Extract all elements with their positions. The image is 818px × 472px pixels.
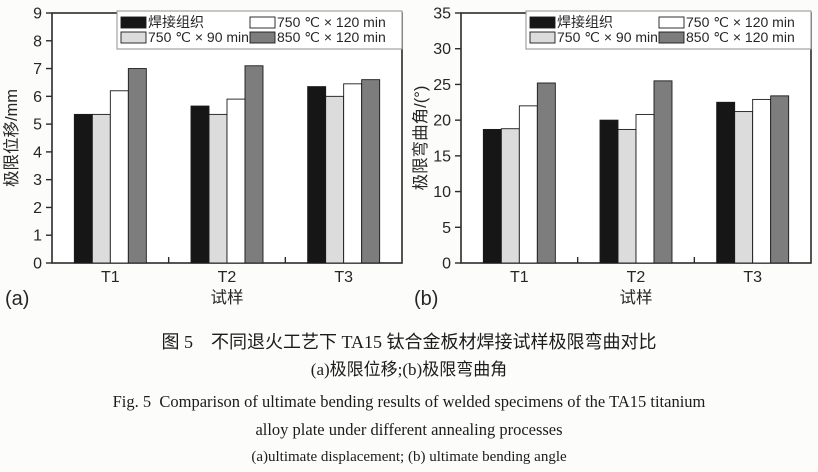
legend-swatch-series0: [120, 16, 147, 29]
legend-label-series0: 焊接组织: [148, 14, 204, 30]
legend-swatch-series1: [529, 31, 556, 44]
y-tick-label: 6: [33, 89, 42, 106]
bar-T2-series2: [226, 98, 246, 264]
bar-T3-series3: [361, 79, 381, 264]
x-category-label: T2: [627, 269, 646, 286]
y-tick-label: 10: [433, 184, 451, 201]
bar-T3-series1: [325, 95, 345, 264]
y-tick-label: 20: [433, 113, 451, 130]
x-axis-title: 试样: [211, 288, 244, 307]
y-tick-label: 35: [433, 6, 451, 23]
y-axis-title: 极限弯曲角/(°): [411, 86, 430, 191]
legend-swatch-series2: [249, 16, 276, 29]
x-category-label: T1: [101, 269, 120, 286]
bar-T1-series0: [482, 128, 502, 264]
bar-T3-series0: [307, 86, 327, 264]
legend-label-series1: 750 ℃ × 90 min: [148, 29, 249, 45]
bar-T2-series2: [635, 113, 655, 264]
legend-label-series2: 750 ℃ × 120 min: [277, 14, 386, 30]
bar-T1-series3: [127, 68, 147, 264]
legend-label-series3: 850 ℃ × 120 min: [277, 29, 386, 45]
y-tick-label: 2: [33, 200, 42, 217]
bar-T3-series2: [343, 83, 363, 264]
charts-row: 0 1 2 3 4 5 6 7 8 9 T1 T2 T3 试样 极限位移/mm (a) 焊接组织 750 ℃ × …: [0, 0, 818, 310]
y-tick-label: 1: [33, 228, 42, 245]
legend-label-series3: 850 ℃ × 120 min: [686, 29, 795, 45]
legend-label-series2: 750 ℃ × 120 min: [686, 14, 795, 30]
y-tick-label: 9: [33, 6, 42, 23]
x-category-label: T3: [743, 269, 762, 286]
bar-T3-series0: [716, 101, 736, 264]
y-tick-label: 5: [33, 117, 42, 134]
legend-swatch-series1: [120, 31, 147, 44]
caption-zh-subtitle: (a)极限位移;(b)极限弯曲角: [310, 360, 508, 379]
y-tick-label: 0: [442, 256, 451, 273]
bar-T1-series3: [536, 82, 556, 264]
figure-caption: 图 5 不同退火工艺下 TA15 钛合金板材焊接试样极限弯曲对比 (a)极限位移…: [0, 331, 818, 466]
bar-T2-series0: [599, 119, 619, 264]
y-tick-label: 0: [33, 256, 42, 273]
legend-swatch-series3: [249, 31, 276, 44]
legend-swatch-series3: [658, 31, 685, 44]
bar-T2-series1: [208, 113, 228, 264]
legend-swatch-series2: [658, 16, 685, 29]
bar-T1-series2: [109, 90, 129, 264]
legend-label-series0: 焊接组织: [557, 14, 613, 30]
x-category-label: T2: [218, 269, 237, 286]
bar-T3-series3: [770, 95, 790, 264]
bar-T3-series2: [752, 98, 772, 264]
bar-T1-series1: [91, 113, 111, 264]
y-tick-label: 15: [433, 148, 451, 165]
x-category-label: T1: [510, 269, 529, 286]
y-tick-label: 3: [33, 172, 42, 189]
y-tick-label: 7: [33, 61, 42, 78]
bar-T1-series0: [73, 113, 93, 264]
panel-label: (a): [5, 288, 29, 310]
chart-b-ultimate-bending-angle: 0 5 10 15 20 25 30 35 T1 T2 T3 试样 极限弯曲角/(°) (b) 焊接组织 75…: [409, 0, 818, 310]
caption-zh-title: 图 5 不同退火工艺下 TA15 钛合金板材焊接试样极限弯曲对比: [161, 332, 657, 352]
caption-en-title-line1: Fig. 5 Comparison of ultimate bending re…: [112, 392, 706, 411]
panel-label: (b): [414, 288, 438, 310]
bar-T3-series1: [734, 111, 754, 264]
y-tick-label: 4: [33, 144, 42, 161]
caption-en-title-line2: alloy plate under different annealing pr…: [255, 420, 563, 439]
bar-T2-series3: [653, 80, 673, 264]
bar-T2-series1: [617, 128, 637, 264]
legend-swatch-series0: [529, 16, 556, 29]
bar-T2-series3: [244, 65, 264, 264]
y-tick-label: 8: [33, 33, 42, 50]
x-axis-title: 试样: [620, 288, 653, 307]
y-tick-label: 30: [433, 41, 451, 58]
bar-T1-series2: [518, 105, 538, 264]
x-category-label: T3: [334, 269, 353, 286]
bar-T1-series1: [500, 128, 520, 264]
y-tick-label: 25: [433, 77, 451, 94]
bar-T2-series0: [190, 105, 210, 264]
caption-en-subtitle: (a)ultimate displacement; (b) ultimate b…: [251, 449, 567, 465]
y-tick-label: 5: [442, 220, 451, 237]
legend-label-series1: 750 ℃ × 90 min: [557, 29, 658, 45]
chart-a-ultimate-displacement: 0 1 2 3 4 5 6 7 8 9 T1 T2 T3 试样 极限位移/mm (a) 焊接组织 750 ℃ × …: [0, 0, 409, 310]
y-axis-title: 极限位移/mm: [2, 89, 21, 187]
